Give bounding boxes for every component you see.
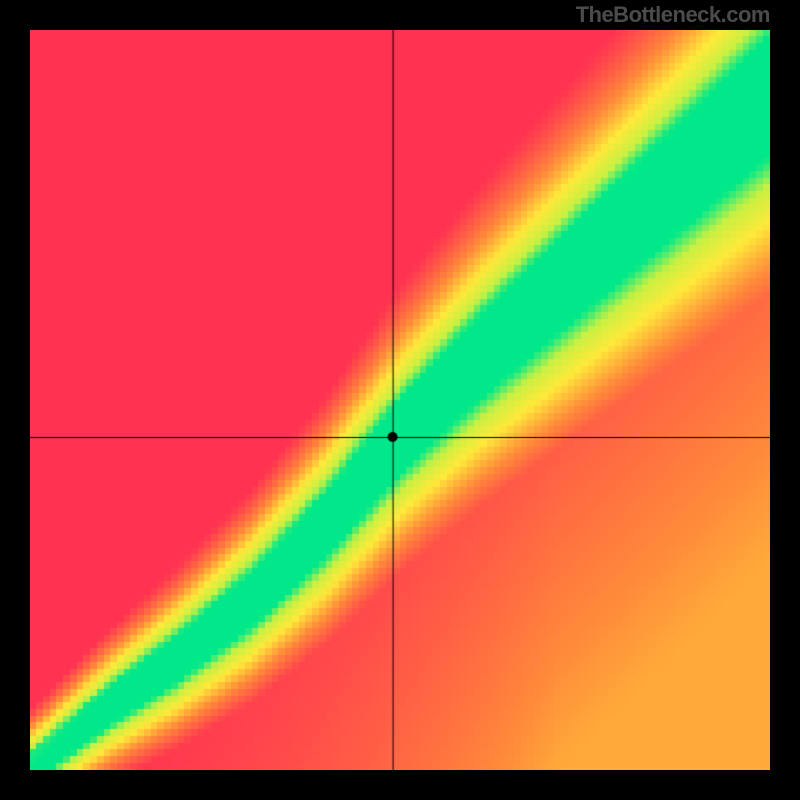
watermark-text: TheBottleneck.com <box>576 2 770 28</box>
page-frame: TheBottleneck.com <box>0 0 800 800</box>
border-left <box>0 0 30 800</box>
border-bottom <box>0 770 800 800</box>
border-right <box>770 0 800 800</box>
outer-black-border <box>0 0 800 800</box>
